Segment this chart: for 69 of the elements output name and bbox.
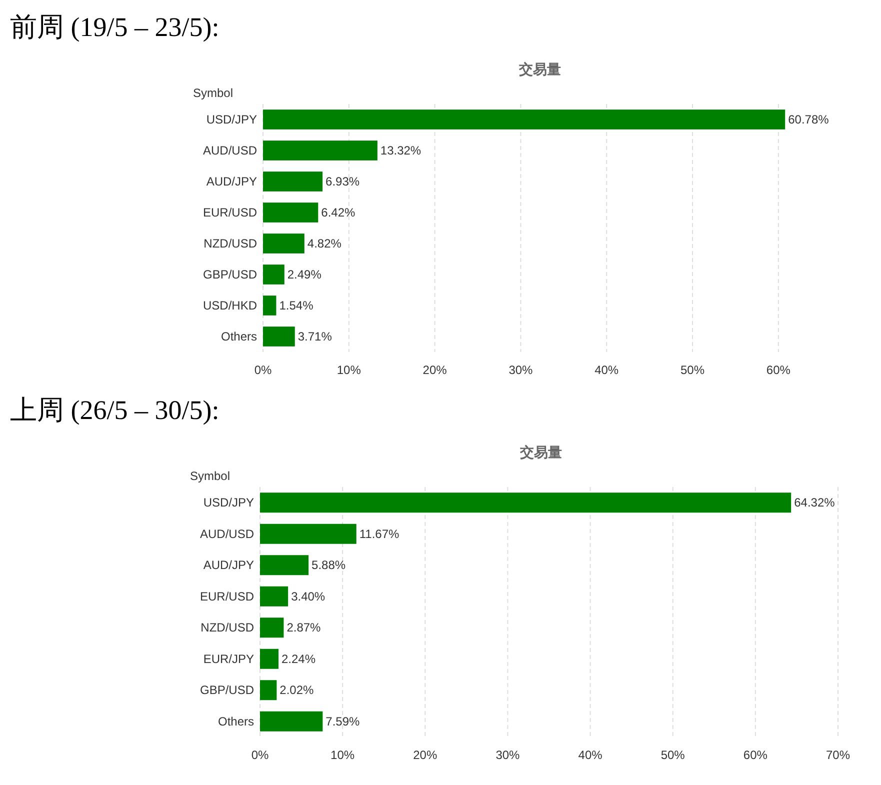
y-tick-label: USD/HKD xyxy=(202,298,258,312)
data-label: 60.78% xyxy=(788,112,830,126)
bar xyxy=(263,202,318,222)
y-tick-label: Others xyxy=(218,714,254,728)
bar xyxy=(260,618,284,638)
x-tick-label: 20% xyxy=(422,363,448,377)
x-tick-label: 10% xyxy=(336,363,362,377)
y-tick-label: Others xyxy=(220,330,257,344)
y-axis-title: Symbol xyxy=(192,86,234,100)
bar xyxy=(263,264,284,284)
chart-title: 前周 (19/5 – 23/5): xyxy=(10,12,220,42)
data-label: 2.49% xyxy=(287,268,322,282)
y-tick-label: USD/JPY xyxy=(203,496,254,510)
bar xyxy=(263,296,276,316)
x-tick-label: 10% xyxy=(330,748,355,762)
y-tick-label: GBP/USD xyxy=(200,683,254,698)
x-tick-label: 0% xyxy=(254,363,272,377)
chart-subtitle: 交易量 xyxy=(519,444,562,460)
bar xyxy=(260,586,288,606)
bar xyxy=(260,648,278,669)
bar xyxy=(260,524,356,544)
x-tick-label: 0% xyxy=(251,748,269,762)
y-tick-label: EUR/JPY xyxy=(203,652,254,666)
x-tick-label: 70% xyxy=(826,748,850,762)
x-tick-label: 30% xyxy=(496,748,520,762)
data-label: 2.02% xyxy=(280,683,314,698)
chart-title: 上周 (26/5 – 30/5): xyxy=(10,395,220,425)
data-label: 6.42% xyxy=(321,206,356,220)
data-label: 6.93% xyxy=(326,174,360,188)
x-tick-label: 50% xyxy=(680,363,705,377)
data-label: 3.40% xyxy=(291,589,326,604)
bar xyxy=(263,140,378,160)
bar xyxy=(263,234,304,254)
y-tick-label: GBP/USD xyxy=(202,268,258,282)
x-tick-label: 60% xyxy=(766,363,791,377)
y-tick-label: AUD/USD xyxy=(202,144,258,158)
data-label: 2.87% xyxy=(286,620,322,635)
data-label: 13.32% xyxy=(380,144,422,158)
data-label: 7.59% xyxy=(326,714,360,728)
bar xyxy=(263,326,295,346)
y-tick-label: NZD/USD xyxy=(204,236,258,250)
data-label: 3.71% xyxy=(298,330,332,344)
y-tick-label: EUR/USD xyxy=(200,589,254,604)
bar xyxy=(263,172,323,192)
chart-subtitle: 交易量 xyxy=(518,61,561,77)
y-axis-title: Symbol xyxy=(190,469,230,483)
bar xyxy=(260,680,277,700)
y-tick-label: NZD/USD xyxy=(200,620,254,635)
y-tick-label: EUR/USD xyxy=(202,206,258,220)
bar xyxy=(260,555,309,576)
data-label: 2.24% xyxy=(281,652,316,666)
bar xyxy=(260,711,323,732)
data-label: 4.82% xyxy=(307,236,342,250)
data-label: 64.32% xyxy=(794,496,836,510)
data-label: 11.67% xyxy=(359,526,400,541)
x-tick-label: 40% xyxy=(594,363,619,377)
bar xyxy=(263,110,786,130)
data-label: 5.88% xyxy=(312,558,346,572)
x-tick-label: 60% xyxy=(743,748,768,762)
y-tick-label: USD/JPY xyxy=(206,112,257,126)
y-tick-label: AUD/JPY xyxy=(203,558,254,572)
x-tick-label: 20% xyxy=(413,748,438,762)
x-tick-label: 30% xyxy=(508,363,534,377)
x-tick-label: 50% xyxy=(660,748,686,762)
x-tick-label: 40% xyxy=(578,748,603,762)
data-label: 1.54% xyxy=(279,298,314,312)
bar xyxy=(260,492,792,513)
y-tick-label: AUD/JPY xyxy=(206,174,257,188)
y-tick-label: AUD/USD xyxy=(200,526,254,541)
